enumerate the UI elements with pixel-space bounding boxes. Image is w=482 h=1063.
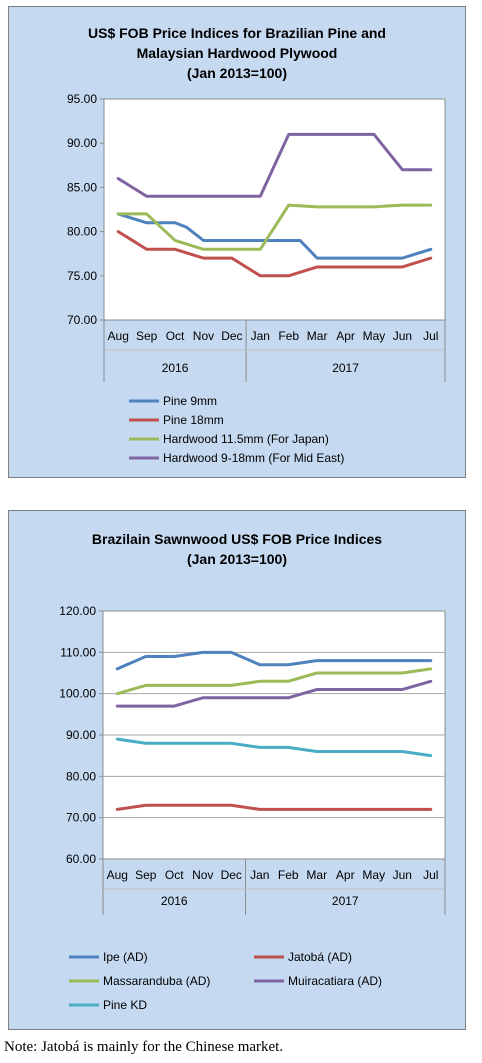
- y-tick-label: 70.00: [66, 811, 96, 825]
- chart-title-line: Brazilain Sawnwood US$ FOB Price Indices: [91, 531, 383, 547]
- year-label: 2017: [332, 894, 359, 908]
- chart-title-line: (Jan 2013=100): [186, 551, 288, 567]
- x-tick-label: Feb: [278, 329, 299, 343]
- x-tick-label: Oct: [166, 329, 185, 343]
- legend-label: Massaranduba (AD): [103, 974, 210, 988]
- x-tick-label: Dec: [221, 868, 242, 882]
- legend-label: Jatobá (AD): [288, 950, 352, 964]
- x-tick-label: Mar: [307, 329, 328, 343]
- series-line: [116, 203, 433, 251]
- x-tick-label: Sep: [135, 868, 157, 882]
- x-tick-label: Dec: [221, 329, 242, 343]
- x-tick-label: Jan: [250, 868, 269, 882]
- y-tick-label: 100.00: [59, 687, 96, 701]
- year-label: 2017: [332, 361, 359, 375]
- series-line: [115, 650, 433, 671]
- chart-title-line: Malaysian Hardwood Plywood: [136, 45, 338, 61]
- series-line: [115, 679, 433, 708]
- year-label: 2016: [162, 361, 189, 375]
- y-tick-label: 90.00: [66, 728, 96, 742]
- series-line: [115, 737, 433, 758]
- legend-label: Pine 18mm: [163, 413, 224, 427]
- legend-label: Pine 9mm: [163, 394, 217, 408]
- x-tick-label: Sep: [136, 329, 158, 343]
- x-tick-label: Jun: [393, 329, 412, 343]
- y-tick-label: 80.00: [67, 225, 97, 239]
- series-line: [115, 803, 433, 811]
- series-line: [116, 230, 433, 278]
- x-tick-label: Jul: [423, 868, 438, 882]
- plywood-chart-svg: 70.00 75.00 80.00 85.00 90.00 95.00 Aug Sep Oct N…: [67, 92, 446, 465]
- legend-label: Hardwood 9-18mm (For Mid East): [163, 451, 344, 465]
- series-line: [116, 132, 433, 198]
- chart-title: Brazilain Sawnwood US$ FOB Price Indices…: [9, 529, 465, 569]
- x-tick-label: Jul: [423, 329, 438, 343]
- y-tick-label: 75.00: [67, 269, 97, 283]
- legend-label: Hardwood 11.5mm (For Japan): [163, 432, 329, 446]
- x-tick-label: Feb: [278, 868, 299, 882]
- plot-area: [103, 98, 446, 321]
- y-tick-label: 60.00: [66, 852, 96, 866]
- y-tick-label: 70.00: [67, 313, 97, 327]
- x-tick-label: Aug: [107, 868, 128, 882]
- chart-title-line: US$ FOB Price Indices for Brazilian Pine…: [88, 25, 386, 41]
- x-tick-label: Apr: [336, 868, 355, 882]
- y-tick-label: 120.00: [59, 604, 96, 618]
- y-tick-label: 80.00: [66, 769, 96, 783]
- series-line: [116, 212, 433, 260]
- series-line: [115, 667, 433, 696]
- y-tick-label: 90.00: [67, 136, 97, 150]
- legend-label: Muiracatiara (AD): [288, 974, 382, 988]
- x-tick-label: May: [362, 868, 385, 882]
- plywood-chart-panel: US$ FOB Price Indices for Brazilian Pine…: [8, 6, 466, 478]
- x-tick-label: Nov: [192, 868, 213, 882]
- footnote: Note: Jatobá is mainly for the Chinese m…: [4, 1039, 284, 1055]
- sawnwood-chart-svg: 60.00 70.00 80.00 90.00 100.00 110.00 120.00 Au…: [59, 604, 446, 1012]
- y-tick-label: 95.00: [67, 92, 97, 106]
- x-tick-label: Jun: [393, 868, 412, 882]
- x-tick-label: Oct: [165, 868, 184, 882]
- sawnwood-chart-panel: Brazilain Sawnwood US$ FOB Price Indices…: [8, 510, 466, 1030]
- year-label: 2016: [161, 894, 188, 908]
- x-tick-label: Apr: [336, 329, 355, 343]
- chart-title-line: (Jan 2013=100): [186, 65, 288, 81]
- x-tick-label: Mar: [306, 868, 327, 882]
- y-tick-label: 85.00: [67, 180, 97, 194]
- x-tick-label: May: [363, 329, 386, 343]
- legend-label: Pine KD: [103, 998, 147, 1012]
- x-tick-label: Nov: [193, 329, 214, 343]
- x-tick-label: Jan: [251, 329, 270, 343]
- legend-label: Ipe (AD): [103, 950, 148, 964]
- chart-title: US$ FOB Price Indices for Brazilian Pine…: [9, 23, 465, 83]
- y-tick-label: 110.00: [60, 645, 96, 659]
- x-tick-label: Aug: [108, 329, 129, 343]
